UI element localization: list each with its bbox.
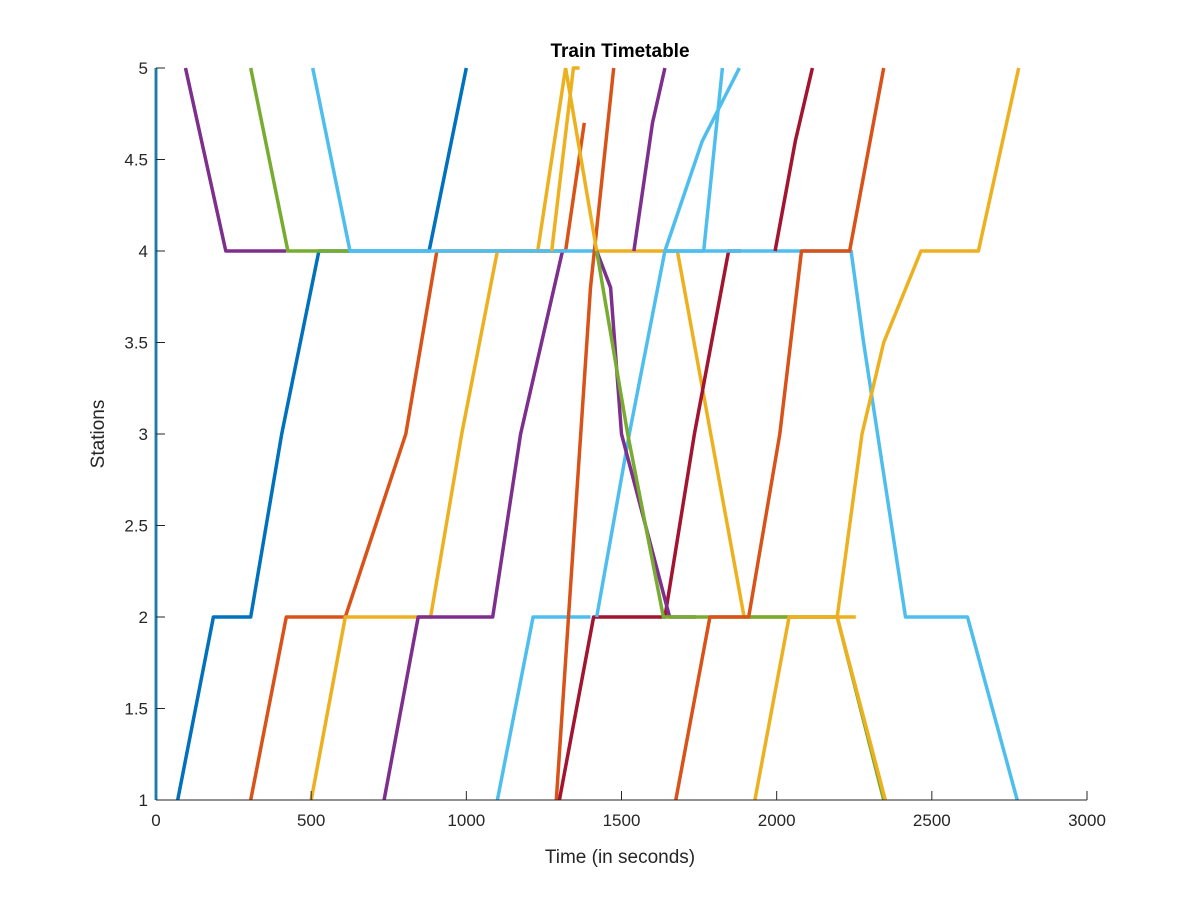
x-tick-label: 2500 (913, 811, 951, 830)
x-tick-label: 1500 (603, 811, 641, 830)
train-path-16 (594, 250, 886, 801)
train-path-23 (835, 67, 1021, 618)
train-path-10 (554, 67, 616, 801)
y-tick-label: 1 (139, 791, 148, 810)
train-path-19 (664, 249, 1019, 801)
train-path-2 (248, 249, 473, 801)
x-tick-label: 0 (151, 811, 160, 830)
train-path-5 (183, 67, 287, 253)
train-path-1 (175, 67, 469, 801)
train-path-22 (753, 615, 887, 801)
train-path-7 (248, 67, 349, 253)
train-path-3 (472, 122, 587, 253)
train-path-17 (632, 67, 667, 252)
x-tick-label: 3000 (1068, 811, 1106, 830)
x-axis-label: Time (in seconds) (545, 847, 695, 868)
y-tick-label: 2 (139, 608, 148, 627)
train-path-9 (495, 615, 591, 801)
y-tick-label: 4.5 (124, 151, 148, 170)
train-path-21 (674, 67, 886, 801)
chart-title: Train Timetable (550, 41, 689, 62)
y-tick-label: 4 (139, 242, 148, 261)
train-path-11 (549, 66, 580, 252)
y-tick-label: 3.5 (124, 334, 148, 353)
y-tick-label: 5 (139, 59, 148, 78)
x-tick-label: 2000 (758, 811, 796, 830)
train-path-15 (595, 250, 696, 619)
train-path-6 (382, 250, 565, 801)
train-path-4 (309, 67, 568, 801)
y-tick-label: 1.5 (124, 700, 148, 719)
y-tick-label: 2.5 (124, 517, 148, 536)
y-tick-label: 3 (139, 425, 148, 444)
train-path-20 (773, 67, 815, 252)
axes: 0 500 1000 1500 2000 2500 3000 1 1.5 2 2.5 3 3.5 4 4.5… (124, 59, 1106, 830)
x-tick-label: 500 (297, 811, 325, 830)
plot-area (154, 66, 1021, 801)
train-path-8 (310, 67, 597, 253)
train-path-18 (663, 67, 741, 252)
x-tick-label: 1000 (447, 811, 485, 830)
y-axis-label: Stations (88, 400, 109, 469)
